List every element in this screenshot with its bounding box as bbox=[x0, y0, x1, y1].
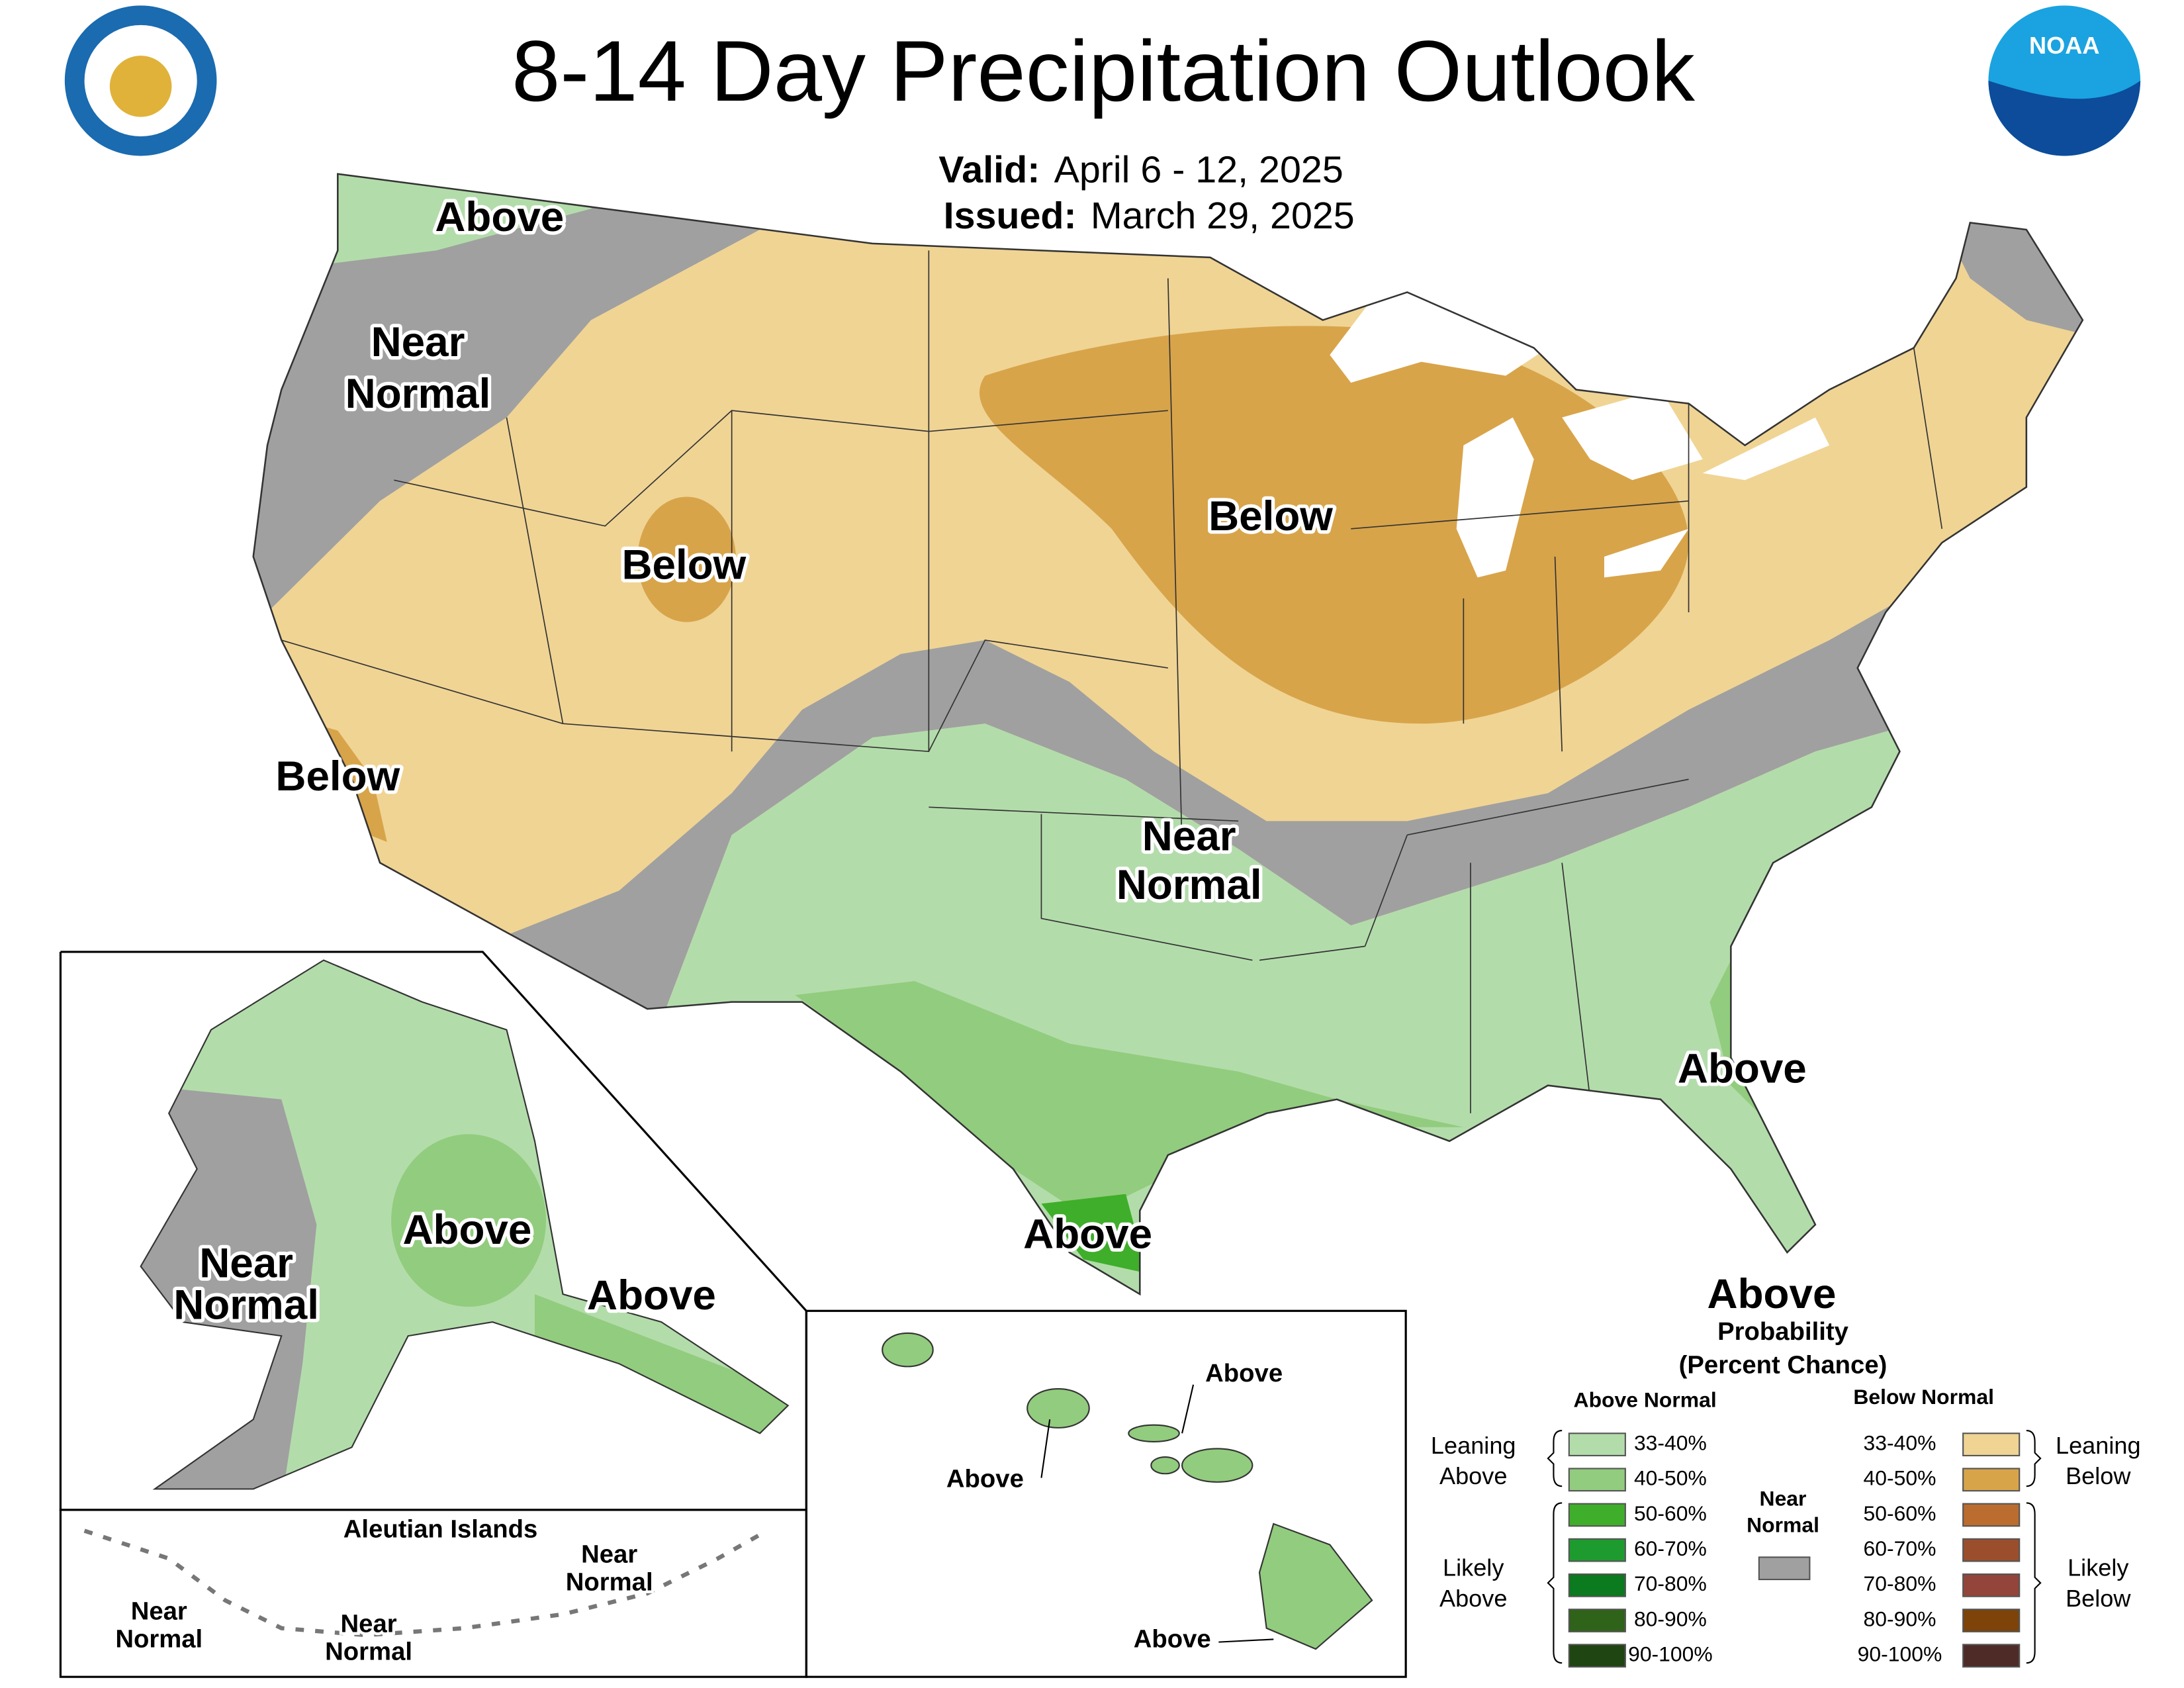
map-label: Normal bbox=[325, 1638, 412, 1666]
legend-swatch bbox=[1962, 1573, 2021, 1597]
map-label: Below bbox=[275, 753, 400, 800]
map-label: Aleutian Islands bbox=[343, 1516, 537, 1544]
map-label: Above bbox=[402, 1207, 531, 1254]
state-borders bbox=[281, 250, 1943, 1113]
legend-range: 33-40% bbox=[1864, 1431, 1936, 1455]
map-label: Normal bbox=[173, 1282, 319, 1329]
legend-swatch bbox=[1568, 1573, 1626, 1597]
map-label: Above bbox=[1678, 1046, 1807, 1092]
legend-title: Above bbox=[1707, 1271, 1837, 1317]
legend-swatch bbox=[1758, 1556, 1811, 1581]
legend-swatch bbox=[1568, 1432, 1626, 1456]
legend-brace bbox=[1547, 1502, 1563, 1664]
legend-near: Normal bbox=[1747, 1513, 1819, 1537]
legend-swatch bbox=[1568, 1538, 1626, 1562]
map-label: Below bbox=[621, 542, 746, 588]
noaa-logo: NOAA bbox=[1988, 5, 2141, 156]
legend-range: 60-70% bbox=[1634, 1536, 1707, 1560]
map-label: Normal bbox=[566, 1569, 653, 1597]
title: 8-14 Day Precipitation Outlook bbox=[512, 23, 1695, 119]
map-label: Above bbox=[587, 1272, 716, 1319]
below-utah bbox=[637, 496, 737, 622]
legend-brace bbox=[1547, 1430, 1563, 1487]
legend-range: 70-80% bbox=[1634, 1571, 1707, 1595]
noaa-text: NOAA bbox=[2029, 32, 2099, 59]
legend-range: 80-90% bbox=[1864, 1607, 1936, 1631]
legend-range: 80-90% bbox=[1634, 1607, 1707, 1631]
legend-range: 90-100% bbox=[1858, 1642, 1942, 1666]
map-label: Near bbox=[371, 319, 465, 365]
legend-group: Likely bbox=[1443, 1554, 1504, 1581]
legend-range: 33-40% bbox=[1634, 1431, 1707, 1455]
above-texas bbox=[795, 981, 1464, 1225]
map-label: Near bbox=[131, 1598, 187, 1626]
legend-swatch bbox=[1962, 1538, 2021, 1562]
map-label: Normal bbox=[1116, 862, 1262, 908]
legend-range: 90-100% bbox=[1628, 1642, 1713, 1666]
map-label: Normal bbox=[115, 1626, 203, 1654]
legend-header: Below Normal bbox=[1853, 1385, 1994, 1409]
map-label: Near bbox=[581, 1540, 637, 1568]
valid-dates: April 6 - 12, 2025 bbox=[1054, 149, 1343, 191]
issued-date: March 29, 2025 bbox=[1091, 195, 1355, 237]
aleutian-islands bbox=[83, 1528, 768, 1638]
legend-brace bbox=[2026, 1502, 2042, 1664]
legend-group: Below bbox=[2066, 1462, 2131, 1489]
legend-subtitle: (Percent Chance) bbox=[1679, 1352, 1888, 1380]
map-label: Above bbox=[1134, 1626, 1211, 1654]
legend-swatch bbox=[1962, 1609, 2021, 1632]
legend-range: 60-70% bbox=[1864, 1536, 1936, 1560]
legend-near: Near bbox=[1760, 1487, 1807, 1511]
legend-swatch bbox=[1568, 1644, 1626, 1668]
near-normal-band bbox=[478, 584, 1970, 1058]
legend-range: 40-50% bbox=[1634, 1466, 1707, 1490]
map-label: Above bbox=[946, 1466, 1024, 1493]
map-label: Near bbox=[1142, 814, 1236, 860]
legend-swatch bbox=[1962, 1503, 2021, 1527]
legend-group: Leaning bbox=[1431, 1432, 1516, 1459]
legend-group: Leaning bbox=[2056, 1432, 2141, 1459]
alaska-outline bbox=[140, 959, 790, 1490]
likely-above-texas bbox=[1041, 1194, 1147, 1274]
map-label: Above bbox=[435, 194, 564, 240]
legend-swatch bbox=[1962, 1644, 2021, 1668]
legend-swatch bbox=[1568, 1609, 1626, 1632]
hawaii bbox=[882, 1332, 1373, 1650]
issued-label: Issued: bbox=[944, 195, 1077, 237]
map-label: Below bbox=[1208, 493, 1333, 539]
map-label: Near bbox=[341, 1611, 397, 1638]
doc-seal bbox=[64, 5, 217, 156]
hawaii-frame bbox=[805, 1309, 1407, 1678]
above-nw bbox=[324, 173, 619, 265]
legend-subtitle: Probability bbox=[1717, 1318, 1848, 1346]
map-label: Normal bbox=[345, 371, 491, 417]
map-label: Above bbox=[1205, 1360, 1283, 1387]
legend-swatch bbox=[1962, 1432, 2021, 1456]
legend-swatch bbox=[1568, 1468, 1626, 1492]
legend-swatch bbox=[1962, 1468, 2021, 1492]
legend-range: 70-80% bbox=[1864, 1571, 1936, 1595]
legend-group: Above bbox=[1439, 1585, 1507, 1612]
legend-group: Likely bbox=[2068, 1554, 2128, 1581]
map-label: Near bbox=[199, 1241, 293, 1287]
legend-brace bbox=[2026, 1430, 2042, 1487]
map-label: Above bbox=[1023, 1211, 1152, 1258]
legend-range: 40-50% bbox=[1864, 1466, 1936, 1490]
legend-swatch bbox=[1568, 1503, 1626, 1527]
legend-group: Below bbox=[2066, 1585, 2131, 1612]
legend-header: Above Normal bbox=[1574, 1387, 1717, 1411]
legend-group: Above bbox=[1439, 1462, 1507, 1489]
valid-label: Valid: bbox=[938, 149, 1040, 191]
legend-range: 50-60% bbox=[1864, 1501, 1936, 1525]
near-normal-nw bbox=[253, 173, 760, 612]
hawaii-pointers bbox=[1040, 1384, 1274, 1643]
legend-range: 50-60% bbox=[1634, 1501, 1707, 1525]
